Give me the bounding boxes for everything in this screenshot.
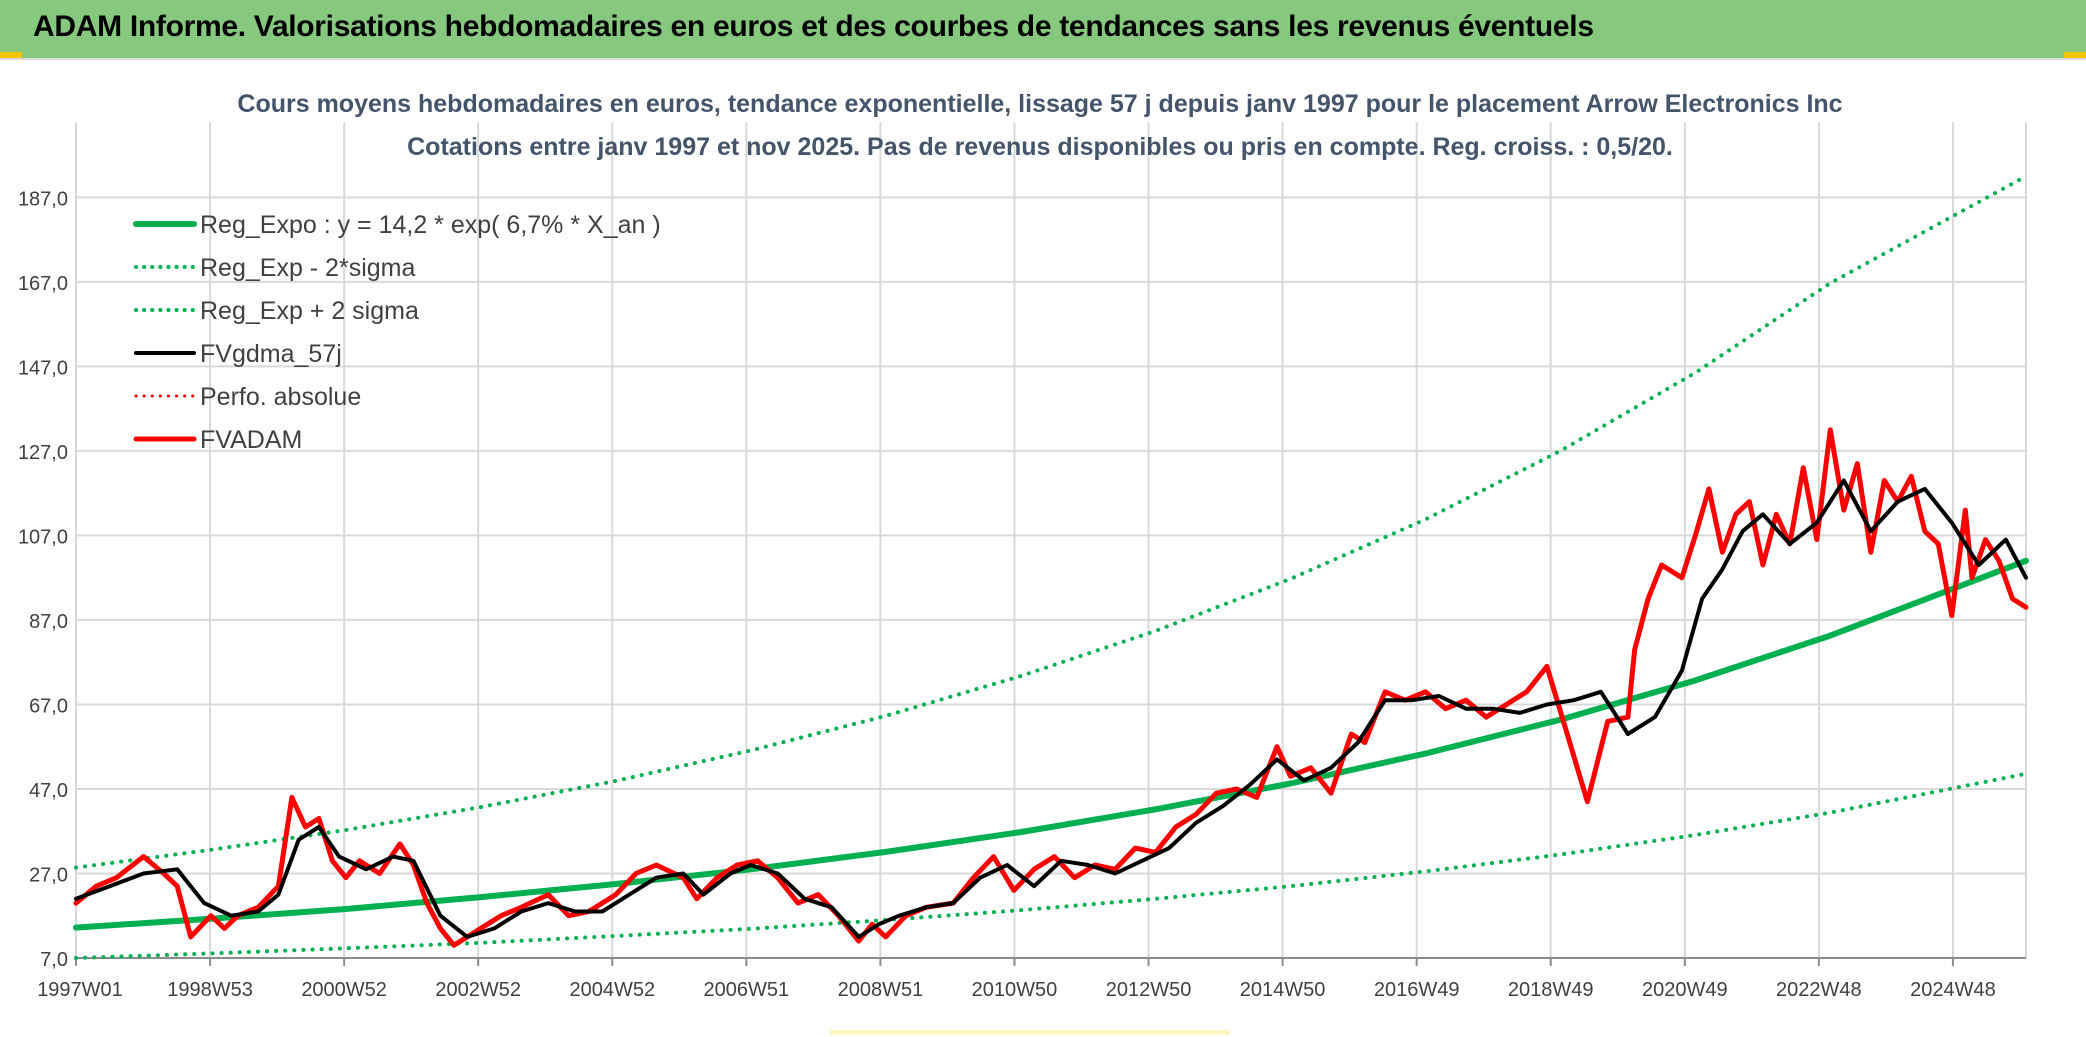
x-tick-label: 2012W50 xyxy=(1106,979,1192,1001)
y-tick-label: 187,0 xyxy=(18,188,68,210)
legend-label: FVgdma_57j xyxy=(200,340,342,368)
legend-label: FVADAM xyxy=(200,426,302,454)
series-layer xyxy=(73,174,2029,960)
y-tick-label: 7,0 xyxy=(40,949,68,971)
y-tick-label: 167,0 xyxy=(18,273,68,295)
legend-label: Reg_Exp - 2*sigma xyxy=(200,254,415,282)
y-tick-label: 107,0 xyxy=(18,526,68,548)
axis-layer: 7,0 27,0 47,0 67,0 87,0 107,0 127,0 147,0 167,0 1… xyxy=(18,188,2026,1001)
x-tick-label: 2010W50 xyxy=(972,979,1058,1001)
series-line xyxy=(73,557,2029,931)
x-tick-label: 1998W53 xyxy=(167,979,253,1001)
x-tick-label: 1997W01 xyxy=(37,979,123,1001)
legend-label: Reg_Exp + 2 sigma xyxy=(200,297,419,325)
y-tick-label: 27,0 xyxy=(29,864,68,886)
series-line xyxy=(73,427,2029,948)
x-tick-label: 2018W49 xyxy=(1508,979,1594,1001)
x-tick-label: 2000W52 xyxy=(301,979,387,1001)
x-tick-label: 2004W52 xyxy=(569,979,655,1001)
series-line xyxy=(74,771,2028,960)
chart-title: Cours moyens hebdomadaires en euros, ten… xyxy=(237,90,1842,118)
chart-title-block: Cours moyens hebdomadaires en euros, ten… xyxy=(237,90,1842,161)
x-tick-label: 2008W51 xyxy=(838,979,924,1001)
bottom-highlight xyxy=(830,1030,1230,1035)
y-tick-label: 67,0 xyxy=(29,695,68,717)
chart-legend: Reg_Expo : y = 14,2 * exp( 6,7% * X_an )… xyxy=(133,211,661,454)
legend-label: Perfo. absolue xyxy=(200,383,361,411)
legend-label: Reg_Expo : y = 14,2 * exp( 6,7% * X_an ) xyxy=(200,211,661,239)
y-tick-label: 87,0 xyxy=(29,611,68,633)
y-tick-label: 47,0 xyxy=(29,780,68,802)
y-tick-label: 147,0 xyxy=(18,357,68,379)
report-banner: ADAM Informe. Valorisations hebdomadaire… xyxy=(0,0,2086,60)
x-tick-label: 2006W51 xyxy=(704,979,790,1001)
x-tick-label: 2002W52 xyxy=(435,979,521,1001)
x-tick-label: 2014W50 xyxy=(1240,979,1326,1001)
x-tick-label: 2020W49 xyxy=(1642,979,1728,1001)
corner-marker-right xyxy=(2064,52,2086,58)
series-line xyxy=(74,174,2028,870)
corner-marker-left xyxy=(0,52,22,58)
grid-layer xyxy=(75,122,2027,959)
x-tick-label: 2022W48 xyxy=(1776,979,1862,1001)
report-title: ADAM Informe. Valorisations hebdomadaire… xyxy=(33,10,1594,43)
series-line xyxy=(74,478,2028,939)
x-tick-label: 2016W49 xyxy=(1374,979,1460,1001)
x-tick-label: 2024W48 xyxy=(1910,979,1996,1001)
y-tick-label: 127,0 xyxy=(18,442,68,464)
chart-subtitle: Cotations entre janv 1997 et nov 2025. P… xyxy=(407,133,1673,161)
